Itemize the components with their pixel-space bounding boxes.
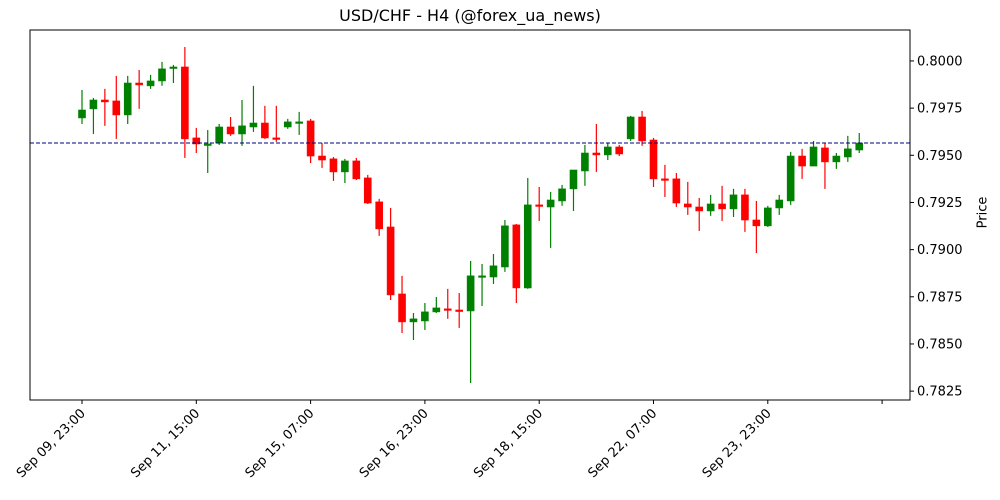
candle-body-down: [535, 204, 544, 207]
y-tick-label: 0.7975: [917, 102, 963, 117]
candle-body-up: [78, 109, 86, 119]
candle-body-down: [398, 293, 406, 323]
x-tick-label: Sep 23, 23:00: [700, 406, 775, 481]
candle-body-up: [569, 169, 578, 190]
x-tick-label: Sep 15, 07:00: [243, 406, 318, 481]
candle-body-up: [809, 146, 818, 167]
candle-body-down: [329, 158, 338, 173]
candle-body-down: [101, 99, 109, 103]
candle-body-down: [683, 203, 692, 208]
candle-body-up: [844, 148, 852, 158]
candle-body-up: [763, 207, 772, 227]
candle-body-up: [786, 155, 795, 202]
candle-body-up: [729, 194, 738, 210]
candle-body-down: [181, 66, 189, 140]
x-tick-label: Sep 09, 23:00: [14, 406, 89, 481]
candle-body-up: [146, 80, 155, 87]
candle-body-down: [226, 126, 235, 135]
candle-body-up: [626, 116, 635, 140]
candle-body-down: [695, 206, 704, 212]
candle-body-up: [855, 142, 864, 151]
candle-body-down: [672, 178, 681, 204]
candle-body-down: [741, 194, 749, 221]
y-tick-label: 0.7950: [917, 149, 963, 164]
candle-body-down: [718, 203, 726, 210]
candle-body-down: [135, 82, 143, 86]
x-tick-label: Sep 22, 07:00: [585, 406, 660, 481]
candle-body-down: [661, 178, 669, 181]
candle-body-up: [203, 143, 212, 146]
candle-body-up: [283, 121, 292, 128]
candle-body-up: [603, 146, 612, 156]
candle-body-up: [421, 311, 429, 322]
candle-body-down: [112, 100, 121, 116]
candle-body-down: [638, 116, 646, 142]
y-tick-label: 0.7900: [917, 243, 963, 258]
candle-body-down: [261, 122, 269, 139]
candle-body-down: [192, 137, 201, 145]
candle-body-down: [592, 152, 601, 156]
plot-frame: [29, 29, 911, 401]
chart-title: USD/CHF - H4 (@forex_ua_news): [339, 6, 601, 25]
candle-body-down: [375, 201, 383, 230]
y-tick-label: 0.7925: [917, 196, 963, 211]
candle-body-up: [295, 121, 303, 124]
candle-body-up: [832, 155, 841, 163]
candle-body-up: [478, 275, 486, 278]
y-tick-label: 0.8000: [917, 54, 963, 69]
candle-body-up: [158, 68, 166, 82]
y-tick-label: 0.7875: [917, 290, 963, 305]
candle-body-down: [318, 155, 326, 161]
candle-body-up: [341, 160, 349, 173]
candle-body-up: [581, 152, 589, 172]
candle-body-up: [169, 66, 178, 69]
candle-body-down: [752, 219, 761, 227]
candle-body-up: [215, 126, 223, 144]
x-tick-label: Sep 11, 15:00: [128, 406, 203, 481]
candle-body-up: [501, 225, 509, 268]
x-tick-label: Sep 16, 23:00: [357, 406, 432, 481]
candle-body-down: [306, 120, 315, 157]
candle-body-down: [455, 309, 463, 312]
candle-body-up: [249, 122, 258, 128]
candle-body-down: [615, 146, 624, 155]
y-tick-label: 0.7850: [917, 337, 963, 352]
candle-body-up: [558, 188, 566, 202]
candle-body-up: [432, 307, 441, 313]
candle-body-up: [466, 275, 475, 312]
candle-body-down: [798, 155, 806, 167]
candle-body-up: [123, 82, 132, 116]
candle-body-up: [409, 318, 418, 323]
candle-body-up: [489, 265, 498, 278]
candle-body-up: [238, 125, 246, 135]
x-tick-label: Sep 18, 15:00: [471, 406, 546, 481]
candle-body-down: [386, 226, 395, 296]
candle-body-down: [512, 224, 521, 289]
candle-body-down: [443, 308, 452, 311]
candle-body-down: [821, 147, 829, 163]
candle-body-down: [649, 139, 658, 180]
candle-body-down: [272, 137, 281, 140]
candle-body-up: [523, 204, 532, 289]
candle-body-down: [352, 160, 361, 180]
y-tick-label: 0.7825: [917, 385, 963, 400]
candle-body-down: [363, 177, 372, 204]
candle-body-up: [706, 203, 715, 212]
candle-body-up: [775, 199, 784, 209]
candle-body-up: [89, 99, 98, 110]
candle-body-up: [546, 199, 555, 208]
